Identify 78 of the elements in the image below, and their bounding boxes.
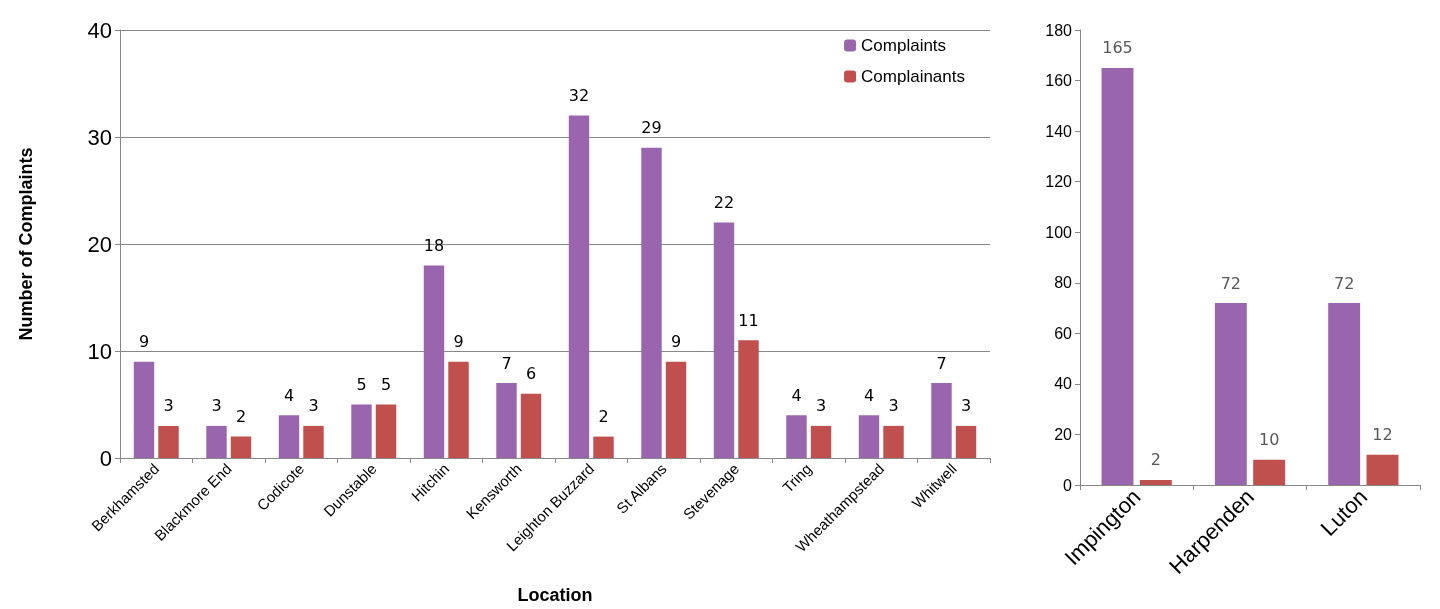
data-label: 3	[815, 396, 827, 416]
bar	[568, 115, 590, 458]
bar	[665, 361, 687, 458]
bar	[423, 265, 445, 458]
y-tick-label: 20	[87, 231, 112, 257]
y-tick-label: 140	[1045, 122, 1073, 140]
data-label: 3	[960, 396, 972, 416]
bar	[1328, 303, 1361, 485]
data-label: 72	[1333, 273, 1355, 293]
bar	[810, 425, 832, 458]
data-label: 2	[1150, 450, 1161, 470]
data-label: 9	[138, 332, 150, 352]
bar	[496, 383, 517, 458]
data-label: 165	[1102, 38, 1133, 58]
bar	[448, 361, 469, 458]
data-label: 3	[888, 396, 899, 416]
bar	[593, 436, 614, 458]
bar	[1366, 454, 1399, 485]
data-label: 4	[863, 385, 875, 405]
data-label: 4	[283, 385, 295, 405]
data-label: 9	[453, 332, 464, 352]
data-label: 72	[1220, 273, 1242, 293]
bar	[1139, 479, 1172, 485]
data-label: 6	[525, 364, 537, 384]
data-label: 22	[713, 193, 735, 213]
data-label: 3	[163, 396, 174, 416]
data-label: 12	[1372, 425, 1393, 445]
bar	[713, 222, 735, 458]
y-tick-label: 30	[87, 124, 112, 150]
bar	[1101, 67, 1134, 485]
data-label: 3	[211, 396, 222, 416]
y-tick-label: 40	[1054, 375, 1073, 393]
data-label: 7	[501, 353, 512, 373]
bar	[1214, 303, 1247, 485]
data-label: 9	[670, 332, 682, 352]
data-label: 29	[641, 118, 662, 138]
data-label: 5	[356, 375, 367, 394]
bar	[641, 147, 662, 458]
bar	[375, 404, 397, 458]
data-label: 2	[598, 407, 609, 427]
bar	[738, 340, 759, 458]
bar	[520, 393, 542, 458]
bar	[955, 425, 977, 458]
bar	[786, 415, 807, 458]
bar	[158, 425, 179, 458]
data-label: 3	[308, 396, 319, 416]
bar	[230, 436, 252, 458]
bar	[303, 425, 324, 458]
bar	[858, 415, 880, 458]
y-tick-label: 0	[1063, 476, 1073, 494]
y-tick-label: 160	[1045, 72, 1073, 90]
y-axis-title: Number of Complaints	[16, 147, 36, 341]
bar	[931, 383, 952, 458]
data-label: 5	[380, 375, 392, 394]
legend-label: Complainants	[861, 67, 966, 86]
bar	[206, 425, 227, 458]
data-label: 4	[791, 385, 802, 405]
bar	[351, 404, 372, 458]
y-tick-label: 100	[1045, 223, 1073, 241]
data-label: 2	[235, 407, 247, 427]
data-label: 18	[423, 235, 445, 255]
y-tick-label: 20	[1054, 425, 1073, 443]
data-label: 10	[1258, 430, 1280, 450]
x-axis-title: Location	[517, 585, 593, 605]
data-label: 11	[738, 310, 759, 330]
bar	[278, 415, 300, 458]
data-label: 7	[936, 353, 947, 373]
legend-label: Complaints	[861, 36, 947, 55]
bar	[1253, 459, 1286, 485]
bar	[883, 425, 904, 458]
y-tick-label: 180	[1045, 21, 1073, 39]
y-tick-label: 40	[87, 17, 112, 43]
y-tick-label: 60	[1054, 324, 1073, 342]
bar	[133, 361, 155, 458]
y-tick-label: 80	[1054, 274, 1073, 292]
data-label: 32	[568, 86, 590, 106]
y-tick-label: 10	[87, 338, 112, 364]
y-tick-label: 120	[1045, 173, 1073, 191]
